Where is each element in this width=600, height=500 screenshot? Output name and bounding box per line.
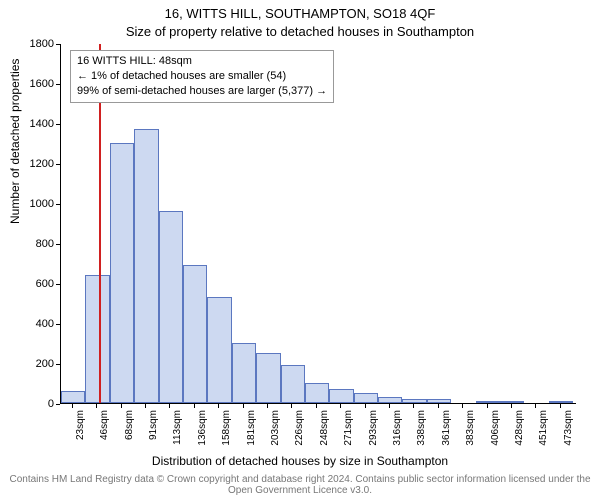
histogram-bar bbox=[281, 365, 305, 403]
x-tick-label: 271sqm bbox=[343, 410, 354, 446]
info-box-line3: 99% of semi-detached houses are larger (… bbox=[77, 84, 327, 99]
x-tick-label: 316sqm bbox=[392, 410, 403, 446]
histogram-bar bbox=[256, 353, 280, 403]
property-size-chart: 16, WITTS HILL, SOUTHAMPTON, SO18 4QF Si… bbox=[0, 0, 600, 500]
x-tick-label: 158sqm bbox=[221, 410, 232, 446]
info-box-line1: 16 WITTS HILL: 48sqm bbox=[77, 54, 327, 69]
footer-attribution: Contains HM Land Registry data © Crown c… bbox=[0, 474, 600, 496]
x-tick-label: 203sqm bbox=[270, 410, 281, 446]
chart-title-address: 16, WITTS HILL, SOUTHAMPTON, SO18 4QF bbox=[0, 6, 600, 21]
x-tick-label: 91sqm bbox=[148, 410, 159, 440]
x-tick-label: 293sqm bbox=[368, 410, 379, 446]
histogram-bar bbox=[549, 401, 573, 403]
x-tick-label: 451sqm bbox=[538, 410, 549, 446]
x-tick-label: 473sqm bbox=[563, 410, 574, 446]
histogram-bar bbox=[329, 389, 353, 403]
x-tick-label: 113sqm bbox=[172, 410, 183, 445]
x-tick-label: 428sqm bbox=[514, 410, 525, 446]
y-tick-label: 600 bbox=[0, 278, 60, 290]
histogram-bar bbox=[110, 143, 134, 403]
y-tick-label: 400 bbox=[0, 318, 60, 330]
x-tick-label: 248sqm bbox=[319, 410, 330, 446]
histogram-bar bbox=[85, 275, 109, 403]
histogram-bar bbox=[500, 401, 524, 403]
histogram-bar bbox=[159, 211, 183, 403]
x-tick-label: 406sqm bbox=[490, 410, 501, 446]
x-tick-label: 181sqm bbox=[246, 410, 257, 446]
x-tick-label: 68sqm bbox=[124, 410, 135, 440]
x-tick-label: 136sqm bbox=[197, 410, 208, 446]
y-tick-label: 200 bbox=[0, 358, 60, 370]
x-tick-label: 361sqm bbox=[441, 410, 452, 446]
y-tick-label: 1400 bbox=[0, 118, 60, 130]
y-tick-label: 1800 bbox=[0, 38, 60, 50]
histogram-bar bbox=[354, 393, 378, 403]
x-tick-label: 338sqm bbox=[416, 410, 427, 446]
histogram-bar bbox=[183, 265, 207, 403]
x-axis-label: Distribution of detached houses by size … bbox=[0, 454, 600, 468]
info-box-line2: ← 1% of detached houses are smaller (54) bbox=[77, 69, 327, 84]
x-tick-label: 23sqm bbox=[75, 410, 86, 440]
x-tick-label: 46sqm bbox=[99, 410, 110, 440]
histogram-bar bbox=[378, 397, 402, 403]
histogram-bar bbox=[305, 383, 329, 403]
histogram-bar bbox=[427, 399, 451, 403]
histogram-bar bbox=[476, 401, 500, 403]
histogram-bar bbox=[207, 297, 231, 403]
histogram-bar bbox=[61, 391, 85, 403]
x-tick-label: 226sqm bbox=[294, 410, 305, 446]
histogram-bar bbox=[232, 343, 256, 403]
y-tick-label: 1200 bbox=[0, 158, 60, 170]
x-tick-label: 383sqm bbox=[465, 410, 476, 446]
info-box: 16 WITTS HILL: 48sqm ← 1% of detached ho… bbox=[70, 50, 334, 103]
y-tick-label: 0 bbox=[0, 398, 60, 410]
histogram-bar bbox=[402, 399, 426, 403]
chart-title-subtitle: Size of property relative to detached ho… bbox=[0, 24, 600, 39]
y-tick-label: 1600 bbox=[0, 78, 60, 90]
y-tick-label: 800 bbox=[0, 238, 60, 250]
histogram-bar bbox=[134, 129, 158, 403]
y-tick-label: 1000 bbox=[0, 198, 60, 210]
